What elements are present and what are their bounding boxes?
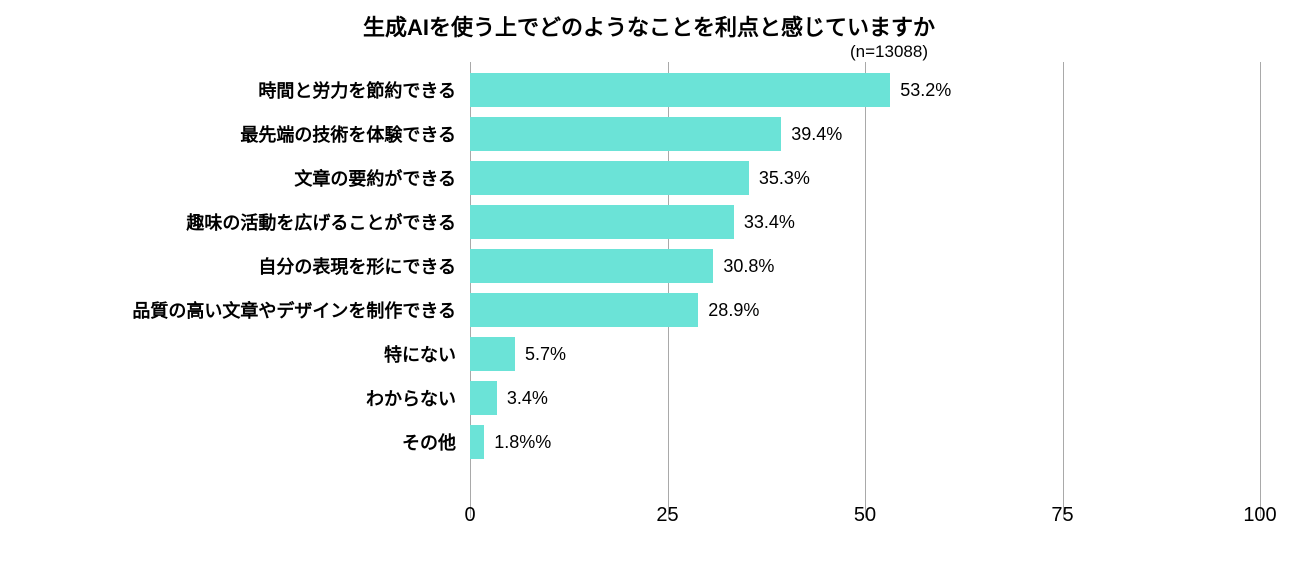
value-label: 1.8%% — [494, 432, 551, 453]
category-label: 自分の表現を形にできる — [40, 253, 470, 279]
value-label: 33.4% — [744, 212, 795, 233]
category-label: 品質の高い文章やデザインを制作できる — [40, 297, 470, 323]
x-tick-label: 0 — [464, 504, 475, 527]
value-label: 3.4% — [507, 388, 548, 409]
value-label: 53.2% — [900, 80, 951, 101]
bar-cell: 39.4% — [470, 112, 1260, 156]
bar-cell: 28.9% — [470, 288, 1260, 332]
bar-cell: 33.4% — [470, 200, 1260, 244]
category-label: 趣味の活動を広げることができる — [40, 209, 470, 235]
bar-row: 最先端の技術を体験できる 39.4% — [40, 112, 1260, 156]
category-label: その他 — [40, 429, 470, 455]
category-label: 時間と労力を節約できる — [40, 77, 470, 103]
bar — [470, 293, 698, 327]
title-block: 生成AIを使う上でどのようなことを利点と感じていますか (n=13088) — [40, 10, 1258, 62]
value-label: 35.3% — [759, 168, 810, 189]
x-tick-label: 100 — [1243, 504, 1276, 527]
bar — [470, 381, 497, 415]
bar — [470, 337, 515, 371]
bar-row: 品質の高い文章やデザインを制作できる 28.9% — [40, 288, 1260, 332]
bar-row: 自分の表現を形にできる 30.8% — [40, 244, 1260, 288]
bar-cell: 30.8% — [470, 244, 1260, 288]
bar-row: 特にない 5.7% — [40, 332, 1260, 376]
bar — [470, 425, 484, 459]
plot-area: 時間と労力を節約できる 53.2% 最先端の技術を体験できる 39.4% 文章の要約がで… — [40, 68, 1258, 498]
value-label: 30.8% — [723, 256, 774, 277]
bar-cell: 35.3% — [470, 156, 1260, 200]
gridline — [1260, 62, 1261, 518]
bar-cell: 1.8%% — [470, 420, 1260, 464]
bar-cell: 5.7% — [470, 332, 1260, 376]
bar — [470, 249, 713, 283]
bar-row: 趣味の活動を広げることができる 33.4% — [40, 200, 1260, 244]
bar-cell: 3.4% — [470, 376, 1260, 420]
category-label: 最先端の技術を体験できる — [40, 121, 470, 147]
bar-row: 時間と労力を節約できる 53.2% — [40, 68, 1260, 112]
chart-title: 生成AIを使う上でどのようなことを利点と感じていますか — [40, 10, 1258, 42]
chart-subtitle: (n=13088) — [520, 42, 1258, 62]
x-axis: 0255075100 — [40, 498, 1258, 532]
category-label: 特にない — [40, 341, 470, 367]
bar-row: その他 1.8%% — [40, 420, 1260, 464]
chart-container: 生成AIを使う上でどのようなことを利点と感じていますか (n=13088) 時間… — [0, 0, 1298, 571]
value-label: 5.7% — [525, 344, 566, 365]
bar-row: わからない 3.4% — [40, 376, 1260, 420]
x-tick-label: 75 — [1051, 504, 1073, 527]
x-tick-label: 50 — [854, 504, 876, 527]
bar-row: 文章の要約ができる 35.3% — [40, 156, 1260, 200]
bar-cell: 53.2% — [470, 68, 1260, 112]
bar — [470, 205, 734, 239]
bar — [470, 117, 781, 151]
category-label: 文章の要約ができる — [40, 165, 470, 191]
x-tick-label: 25 — [656, 504, 678, 527]
bar — [470, 73, 890, 107]
value-label: 28.9% — [708, 300, 759, 321]
bar — [470, 161, 749, 195]
value-label: 39.4% — [791, 124, 842, 145]
bars-region: 時間と労力を節約できる 53.2% 最先端の技術を体験できる 39.4% 文章の要約がで… — [40, 68, 1260, 498]
category-label: わからない — [40, 385, 470, 411]
